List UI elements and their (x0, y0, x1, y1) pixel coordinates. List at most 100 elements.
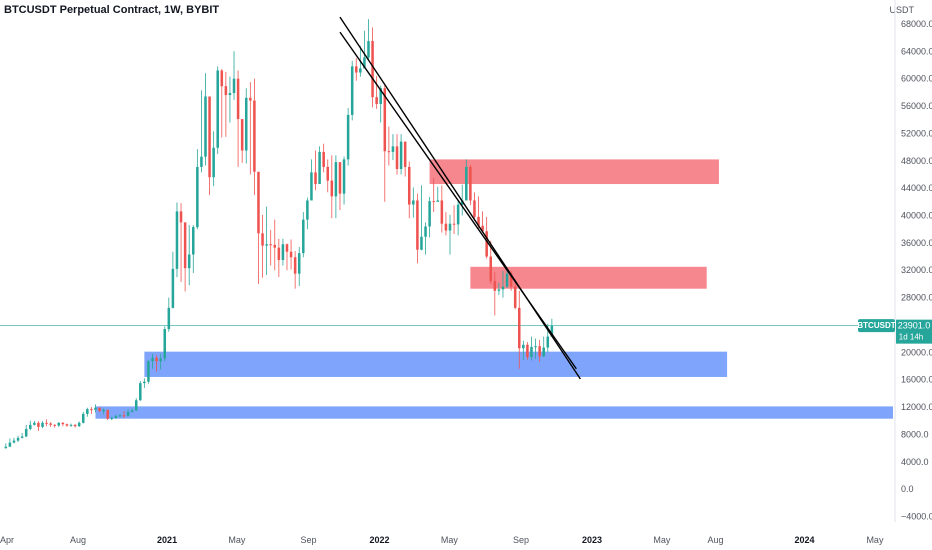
candle (318, 146, 321, 185)
candle-body (94, 407, 97, 410)
symbol-tag-label: BTCUSDT (857, 321, 895, 330)
candle-body (501, 286, 505, 290)
candle (249, 82, 252, 175)
price-tick-label: 32000.0 (901, 265, 932, 275)
candle (436, 186, 440, 202)
candle-body (375, 97, 378, 104)
candle-body (20, 436, 24, 438)
candle (228, 76, 232, 123)
candle-body (65, 424, 69, 426)
candle-body (469, 166, 472, 201)
candle (151, 353, 154, 369)
candle (306, 197, 309, 230)
candle-body (29, 424, 32, 429)
candle-body (244, 97, 248, 151)
time-tick-label: May (866, 535, 884, 545)
candle-body (163, 329, 167, 359)
candle-body (452, 223, 456, 225)
candle (232, 51, 236, 100)
price-tick-label: 48000.0 (901, 156, 932, 166)
candle-body (249, 97, 252, 101)
supply-zone-1 (470, 266, 707, 289)
candle-body (69, 424, 73, 426)
candle (302, 212, 305, 258)
candle (391, 134, 395, 161)
candle (310, 159, 313, 201)
candle (102, 408, 105, 414)
candle-body (489, 256, 493, 282)
candle (53, 424, 56, 428)
zones-layer (95, 159, 894, 419)
candle-body (273, 244, 277, 248)
time-tick-label: Aug (70, 535, 86, 545)
price-tag-countdown: 1d 14h (899, 333, 923, 342)
price-tick-label: 28000.0 (901, 293, 932, 303)
candle (538, 340, 541, 362)
candle-body (143, 381, 146, 384)
candle (281, 238, 285, 266)
candle-body (159, 358, 162, 362)
candle (143, 378, 146, 388)
candle (24, 424, 28, 438)
candle-body (73, 424, 77, 427)
candle (379, 85, 382, 123)
price-axis[interactable]: 68000.0 64000.0 60000.0 56000.0 52000.0 48000… (901, 19, 932, 522)
candle-body (77, 422, 81, 427)
candle-body (416, 200, 419, 250)
candle (12, 437, 16, 444)
candle (261, 214, 264, 278)
candle (240, 119, 244, 163)
candle-body (448, 223, 452, 231)
candle-body (4, 446, 8, 449)
candle (448, 214, 452, 255)
candle (477, 196, 480, 229)
candle (236, 70, 240, 167)
price-tick-label: 8000.0 (901, 429, 929, 439)
candle (473, 192, 476, 221)
candle-body (175, 211, 179, 269)
candle-body (289, 251, 293, 258)
candle (420, 185, 423, 251)
candle (81, 411, 85, 424)
candle-body (436, 200, 440, 202)
candle-body (220, 70, 224, 87)
candle-body (45, 422, 48, 424)
symbol-tag (858, 319, 895, 333)
candle (220, 69, 224, 138)
price-tick-label: 16000.0 (901, 375, 932, 385)
candle-body (183, 222, 187, 269)
candle-body (196, 166, 199, 228)
candle (375, 75, 378, 109)
candle-body (314, 172, 317, 185)
candle-body (306, 200, 309, 220)
candle-body (477, 216, 480, 226)
candle-body (371, 41, 374, 98)
price-tag-value: 23901.0 (898, 321, 931, 331)
candle-body (110, 418, 114, 420)
candle (412, 187, 415, 218)
candle-body (302, 219, 305, 254)
candle-body (522, 344, 525, 349)
price-tick-label: 40000.0 (901, 211, 932, 221)
candle (444, 212, 448, 236)
demand-zone-2 (144, 351, 728, 377)
candle (465, 159, 468, 201)
price-tick-label: −4000.0 (901, 512, 932, 522)
price-tick-label: 4000.0 (901, 457, 929, 467)
candle (367, 19, 370, 61)
candle-body (269, 244, 272, 246)
candle (122, 411, 126, 419)
candle (395, 134, 399, 175)
candle-body (297, 253, 301, 274)
candle-body (456, 204, 460, 225)
candle-body (367, 41, 370, 58)
candle-body (49, 423, 52, 425)
candle-body (167, 307, 171, 330)
candle-body (432, 201, 435, 203)
candle (481, 211, 484, 233)
candle-body (126, 411, 130, 416)
candle-body (16, 437, 20, 441)
candle (257, 171, 260, 284)
time-axis[interactable]: Apr Aug 2021 May Sep 2022 May Sep 2023 May Aug 2024… (0, 535, 884, 545)
